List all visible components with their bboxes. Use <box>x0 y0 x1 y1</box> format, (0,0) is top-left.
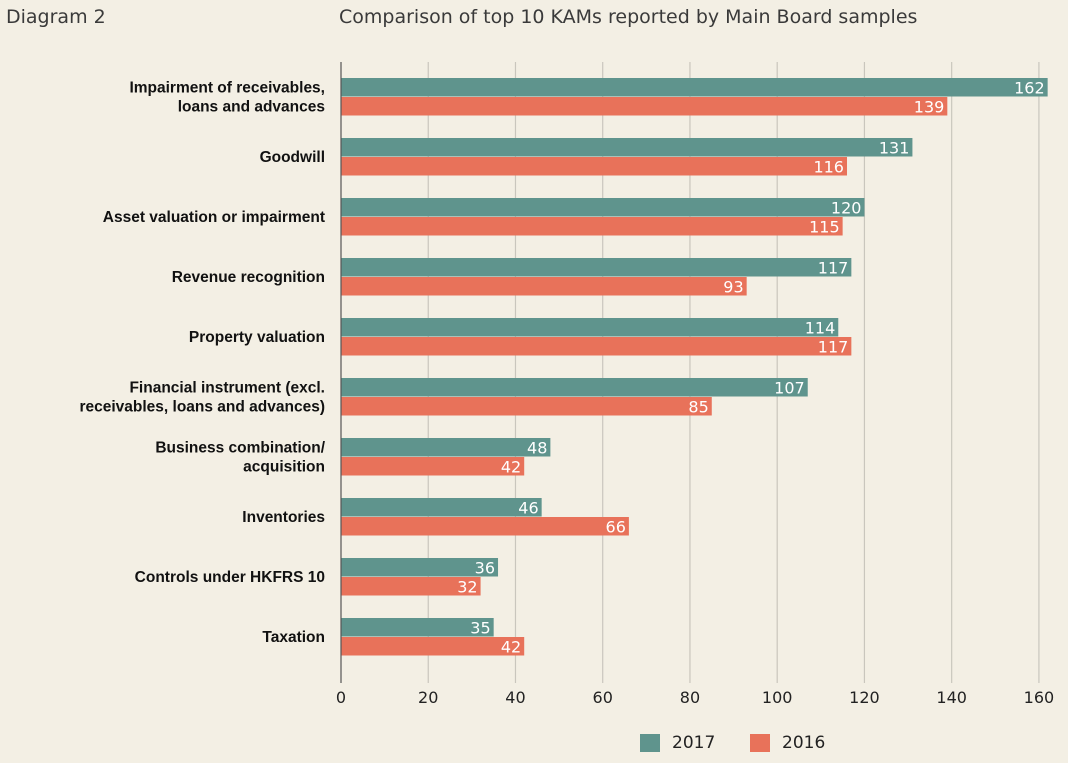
category-label: Impairment of receivables, <box>129 80 325 97</box>
data-label: 162 <box>1014 79 1045 98</box>
legend-swatch-2017 <box>640 734 660 752</box>
category-label: loans and advances <box>178 99 325 116</box>
category-label: Controls under HKFRS 10 <box>135 569 325 586</box>
category-label: Property valuation <box>189 329 325 346</box>
bar-2017 <box>341 438 551 457</box>
category-label: Taxation <box>262 629 325 646</box>
category-label: Inventories <box>242 509 325 526</box>
legend-item-2016: 2016 <box>750 733 825 753</box>
x-tick-label: 160 <box>1024 688 1055 707</box>
data-label: 131 <box>879 139 910 158</box>
bar-2017 <box>341 78 1048 97</box>
diagram-label: Diagram 2 <box>6 6 106 28</box>
x-tick-label: 80 <box>680 688 700 707</box>
bar-2016 <box>341 97 948 116</box>
legend-label-2016: 2016 <box>782 733 826 753</box>
data-label: 48 <box>527 439 547 458</box>
category-label: Financial instrument (excl. <box>129 380 325 397</box>
x-tick-label: 100 <box>762 688 793 707</box>
x-tick-label: 140 <box>936 688 967 707</box>
bar-2017 <box>341 138 913 157</box>
chart-title: Comparison of top 10 KAMs reported by Ma… <box>339 6 918 28</box>
bar-2017 <box>341 618 494 637</box>
category-label: Revenue recognition <box>172 269 325 286</box>
data-label: 42 <box>501 638 521 657</box>
data-label: 35 <box>470 619 490 638</box>
x-tick-label: 120 <box>849 688 880 707</box>
x-tick-label: 40 <box>505 688 525 707</box>
bar-2016 <box>341 637 525 656</box>
bar-2017 <box>341 558 499 577</box>
data-label: 120 <box>831 199 862 218</box>
bar-2016 <box>341 217 843 236</box>
bar-2016 <box>341 517 629 536</box>
x-tick-label: 0 <box>336 688 346 707</box>
data-label: 117 <box>818 338 849 357</box>
data-label: 42 <box>501 458 521 477</box>
bar-2016 <box>341 157 847 176</box>
data-label: 46 <box>518 499 538 518</box>
bar-2017 <box>341 258 852 277</box>
data-label: 36 <box>475 559 495 578</box>
data-label: 107 <box>774 379 805 398</box>
category-label: Asset valuation or impairment <box>103 209 325 226</box>
bar-2016 <box>341 457 525 476</box>
category-label: receivables, loans and advances) <box>79 399 325 416</box>
data-label: 116 <box>813 158 844 177</box>
data-label: 32 <box>457 578 477 597</box>
x-tick-label: 20 <box>418 688 438 707</box>
x-tick-label: 60 <box>593 688 613 707</box>
legend-item-2017: 2017 <box>640 733 715 753</box>
bar-2016 <box>341 397 712 416</box>
bar-2016 <box>341 337 852 356</box>
bar-chart: 162 139 Impairment of receivables, loans an… <box>79 62 1055 707</box>
bar-2017 <box>341 318 839 337</box>
data-label: 139 <box>914 98 945 117</box>
bar-2016 <box>341 577 481 596</box>
legend: 2017 2016 <box>0 733 1068 757</box>
data-label: 93 <box>723 278 743 297</box>
data-label: 117 <box>818 259 849 278</box>
data-label: 85 <box>688 398 708 417</box>
legend-swatch-2016 <box>750 734 770 752</box>
bar-2017 <box>341 498 542 517</box>
category-label: Goodwill <box>260 149 325 166</box>
category-label: Business combination/ <box>155 440 325 457</box>
data-label: 114 <box>805 319 836 338</box>
bar-2017 <box>341 378 808 397</box>
category-label: acquisition <box>243 459 325 476</box>
data-label: 66 <box>606 518 626 537</box>
data-label: 115 <box>809 218 840 237</box>
bar-2016 <box>341 277 747 296</box>
bar-2017 <box>341 198 865 217</box>
legend-label-2017: 2017 <box>672 733 716 753</box>
